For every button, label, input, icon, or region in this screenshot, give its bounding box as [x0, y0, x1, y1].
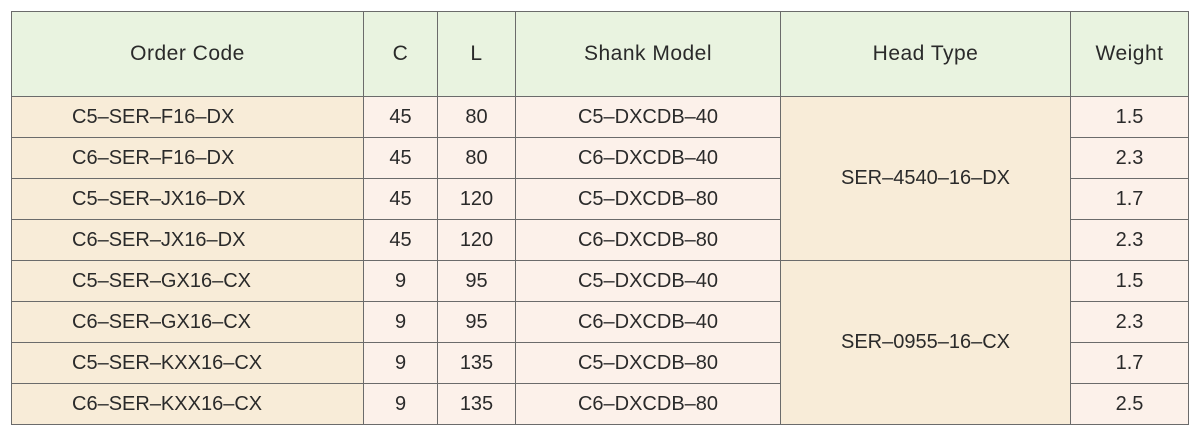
- order-code-cell: C5–SER–F16–DX: [11, 96, 364, 138]
- c-cell: 9: [363, 301, 438, 343]
- l-cell: 95: [437, 260, 516, 302]
- order-code-cell: C6–SER–KXX16–CX: [11, 383, 364, 425]
- weight-cell: 2.3: [1070, 301, 1189, 343]
- table-row: C6–SER–JX16–DX 45 120 C6–DXCDB–80 2.3: [11, 219, 1189, 261]
- header-c: C: [363, 11, 438, 97]
- table-row: C5–SER–JX16–DX 45 120 C5–DXCDB–80 1.7: [11, 178, 1189, 220]
- weight-cell: 1.5: [1070, 260, 1189, 302]
- table-row: C6–SER–KXX16–CX 9 135 C6–DXCDB–80 2.5: [11, 383, 1189, 425]
- c-cell: 45: [363, 137, 438, 179]
- table-row: C5–SER–KXX16–CX 9 135 C5–DXCDB–80 1.7: [11, 342, 1189, 384]
- c-cell: 9: [363, 383, 438, 425]
- l-cell: 80: [437, 96, 516, 138]
- weight-cell: 2.3: [1070, 137, 1189, 179]
- l-cell: 120: [437, 178, 516, 220]
- header-shank-model: Shank Model: [515, 11, 781, 97]
- weight-cell: 1.5: [1070, 96, 1189, 138]
- shank-model-cell: C5–DXCDB–40: [515, 260, 781, 302]
- order-code-cell: C5–SER–KXX16–CX: [11, 342, 364, 384]
- c-cell: 45: [363, 219, 438, 261]
- l-cell: 135: [437, 383, 516, 425]
- header-row: Order Code C L Shank Model Head Type Wei…: [11, 11, 1189, 97]
- shank-model-cell: C5–DXCDB–40: [515, 96, 781, 138]
- header-head-type: Head Type: [780, 11, 1071, 97]
- c-cell: 9: [363, 260, 438, 302]
- order-code-cell: C5–SER–JX16–DX: [11, 178, 364, 220]
- c-cell: 45: [363, 178, 438, 220]
- order-code-cell: C5–SER–GX16–CX: [11, 260, 364, 302]
- l-cell: 135: [437, 342, 516, 384]
- table-row: C6–SER–GX16–CX 9 95 C6–DXCDB–40 2.3: [11, 301, 1189, 343]
- header-weight: Weight: [1070, 11, 1189, 97]
- table-row: C5–SER–GX16–CX 9 95 C5–DXCDB–40 SER–0955…: [11, 260, 1189, 425]
- c-cell: 45: [363, 96, 438, 138]
- order-code-cell: C6–SER–GX16–CX: [11, 301, 364, 343]
- weight-cell: 1.7: [1070, 342, 1189, 384]
- shank-model-cell: C6–DXCDB–40: [515, 301, 781, 343]
- shank-model-cell: C6–DXCDB–80: [515, 219, 781, 261]
- l-cell: 95: [437, 301, 516, 343]
- shank-model-cell: C6–DXCDB–80: [515, 383, 781, 425]
- weight-cell: 2.5: [1070, 383, 1189, 425]
- l-cell: 80: [437, 137, 516, 179]
- head-type-cell: SER–0955–16–CX: [780, 260, 1071, 425]
- order-code-cell: C6–SER–JX16–DX: [11, 219, 364, 261]
- shank-model-cell: C6–DXCDB–40: [515, 137, 781, 179]
- weight-cell: 2.3: [1070, 219, 1189, 261]
- table-row: C5–SER–F16–DX 45 80 C5–DXCDB–40 SER–4540…: [11, 96, 1189, 261]
- header-l: L: [437, 11, 516, 97]
- weight-cell: 1.7: [1070, 178, 1189, 220]
- shank-model-cell: C5–DXCDB–80: [515, 342, 781, 384]
- head-type-cell: SER–4540–16–DX: [780, 96, 1071, 261]
- spec-table: Order Code C L Shank Model Head Type Wei…: [11, 11, 1189, 425]
- table-row: C6–SER–F16–DX 45 80 C6–DXCDB–40 2.3: [11, 137, 1189, 179]
- shank-model-cell: C5–DXCDB–80: [515, 178, 781, 220]
- l-cell: 120: [437, 219, 516, 261]
- header-order-code: Order Code: [11, 11, 364, 97]
- order-code-cell: C6–SER–F16–DX: [11, 137, 364, 179]
- c-cell: 9: [363, 342, 438, 384]
